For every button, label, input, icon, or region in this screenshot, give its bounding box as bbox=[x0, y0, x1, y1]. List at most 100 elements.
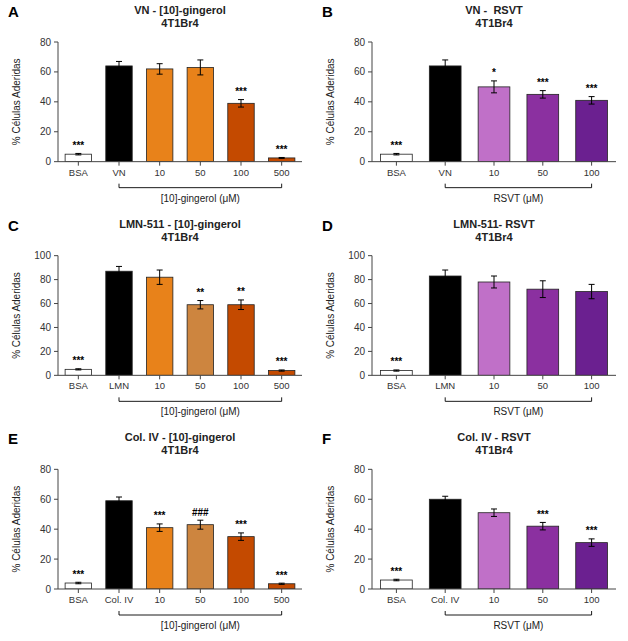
error-bar bbox=[116, 497, 122, 504]
title-line: Col. IV - [10]-gingerol bbox=[125, 431, 236, 443]
y-label: % Células Aderidas bbox=[325, 58, 336, 145]
y-tick-label: 0 bbox=[359, 156, 365, 167]
y-tick-label: 0 bbox=[359, 584, 365, 595]
error-cap bbox=[540, 529, 546, 530]
significance: *** bbox=[276, 356, 288, 367]
x-tick bbox=[445, 589, 446, 593]
bar bbox=[527, 94, 559, 161]
panel: LMN-511- RSVT4T1Br4020406080100BSALMN105… bbox=[322, 217, 616, 418]
error-line bbox=[119, 61, 120, 70]
title-line: VN - RSVT bbox=[465, 4, 523, 16]
significance: *** bbox=[72, 569, 84, 580]
y-tick-label: 80 bbox=[354, 274, 366, 285]
error-bar bbox=[589, 539, 595, 546]
bracket bbox=[119, 184, 282, 188]
x-label: [10]-gingerol (μM) bbox=[161, 406, 240, 417]
significance: *** bbox=[537, 77, 549, 88]
error-cap bbox=[491, 516, 497, 517]
significance: * bbox=[492, 67, 496, 78]
x-tick-label: 10 bbox=[154, 167, 165, 178]
y-tick-label: 20 bbox=[354, 554, 366, 565]
y-tick bbox=[368, 303, 372, 304]
error-line bbox=[494, 81, 495, 93]
y-tick bbox=[54, 529, 58, 530]
error-line bbox=[445, 60, 446, 72]
error-bar bbox=[491, 81, 497, 93]
error-cap bbox=[540, 297, 546, 298]
y-tick-label: 40 bbox=[354, 524, 366, 535]
y-tick bbox=[368, 71, 372, 72]
title-line: LMN-511- RSVT bbox=[453, 218, 535, 230]
error-bar bbox=[540, 281, 546, 298]
error-line bbox=[494, 276, 495, 288]
bracket-end bbox=[281, 184, 282, 188]
title-line: 4T1Br4 bbox=[161, 17, 199, 29]
x-tick bbox=[445, 375, 446, 379]
x-tick-label: 10 bbox=[489, 594, 500, 605]
title: Col. IV - [10]-gingerol4T1Br4 bbox=[125, 431, 236, 456]
error-bar bbox=[540, 522, 546, 529]
y-tick bbox=[368, 327, 372, 328]
bar bbox=[146, 69, 172, 162]
x-tick-label: Col. IV bbox=[105, 594, 134, 605]
error-line bbox=[159, 270, 160, 284]
y-tick bbox=[368, 469, 372, 470]
x-tick-label: BSA bbox=[387, 380, 407, 391]
bars bbox=[381, 60, 608, 162]
y-tick bbox=[368, 42, 372, 43]
y-tick-label: 40 bbox=[354, 322, 366, 333]
y-tick-label: 20 bbox=[40, 126, 52, 137]
error-cap bbox=[279, 371, 285, 372]
significance: *** bbox=[391, 356, 403, 367]
y-tick-label: 0 bbox=[359, 370, 365, 381]
y-tick bbox=[54, 71, 58, 72]
error-cap bbox=[442, 281, 448, 282]
bracket bbox=[445, 184, 591, 188]
significance: *** bbox=[154, 510, 166, 521]
y-tick bbox=[54, 559, 58, 560]
bar bbox=[527, 289, 559, 375]
panel-label: A bbox=[8, 3, 19, 20]
error-line bbox=[542, 522, 543, 529]
error-cap bbox=[393, 580, 399, 581]
bracket-line bbox=[119, 615, 282, 616]
error-cap bbox=[491, 80, 497, 81]
x-axis bbox=[58, 375, 302, 376]
y-tick bbox=[54, 161, 58, 162]
bar bbox=[65, 369, 91, 375]
error-line bbox=[591, 539, 592, 546]
x-tick bbox=[200, 375, 201, 379]
x-axis bbox=[58, 589, 302, 590]
error-cap bbox=[116, 61, 122, 62]
title: VN - [10]-gingerol4T1Br4 bbox=[134, 4, 226, 29]
y-tick bbox=[368, 529, 372, 530]
error-cap bbox=[197, 74, 203, 75]
x-tick-label: LMN bbox=[435, 380, 455, 391]
y-tick-label: 60 bbox=[354, 66, 366, 77]
error-cap bbox=[491, 287, 497, 288]
x-tick-label: BSA bbox=[387, 167, 407, 178]
title: VN - RSVT4T1Br4 bbox=[465, 4, 523, 29]
bar bbox=[187, 305, 213, 376]
x-tick-label: 50 bbox=[538, 380, 549, 391]
error-line bbox=[159, 524, 160, 531]
bracket-end bbox=[119, 397, 120, 401]
x-tick-label: 100 bbox=[233, 380, 249, 391]
x-tick-label: 10 bbox=[489, 167, 500, 178]
error-cap bbox=[197, 520, 203, 521]
error-bar bbox=[75, 153, 81, 154]
error-bar bbox=[279, 157, 285, 159]
y-tick-label: 40 bbox=[354, 96, 366, 107]
bar bbox=[228, 103, 254, 161]
error-cap bbox=[238, 309, 244, 310]
panel-label: C bbox=[8, 217, 19, 234]
x-tick-label: 50 bbox=[195, 380, 206, 391]
error-cap bbox=[157, 531, 163, 532]
y-tick bbox=[368, 351, 372, 352]
error-cap bbox=[157, 523, 163, 524]
x-tick-label: 50 bbox=[195, 594, 206, 605]
error-bar bbox=[157, 64, 163, 74]
error-cap bbox=[442, 71, 448, 72]
x-label: [10]-gingerol (μM) bbox=[161, 193, 240, 204]
y-tick bbox=[368, 375, 372, 376]
